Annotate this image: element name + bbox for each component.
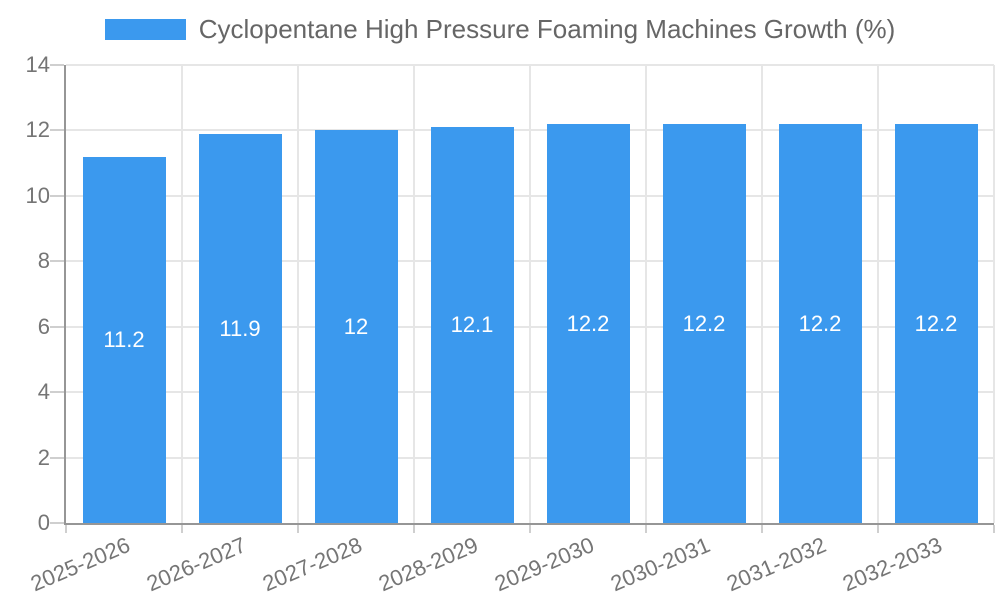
x-tick-mark bbox=[529, 525, 531, 533]
x-tick-label: 2027-2028 bbox=[258, 532, 366, 597]
plot-area: 0 2 4 6 8 10 12 14 11.2 2025-2026 11.9 2026-2027 12 2… bbox=[26, 52, 995, 596]
x-tick-mark bbox=[761, 525, 763, 533]
x-gridline bbox=[297, 65, 299, 523]
x-tick-mark bbox=[413, 525, 415, 533]
y-tick-mark bbox=[50, 325, 64, 328]
y-tick-mark bbox=[50, 391, 64, 394]
bar-value-label: 11.9 bbox=[219, 315, 261, 341]
legend-label: Cyclopentane High Pressure Foaming Machi… bbox=[198, 14, 896, 44]
bar: 11.2 bbox=[82, 157, 166, 523]
legend-swatch bbox=[104, 18, 186, 40]
x-gridline bbox=[645, 65, 647, 523]
y-tick-mark bbox=[50, 456, 64, 459]
x-tick-label: 2028-2029 bbox=[374, 532, 482, 597]
x-gridline bbox=[877, 65, 879, 523]
bar: 12.2 bbox=[662, 124, 746, 523]
x-axis-line bbox=[64, 523, 994, 525]
x-gridline bbox=[761, 65, 763, 523]
y-tick-label: 10 bbox=[25, 182, 50, 208]
x-gridline bbox=[413, 65, 415, 523]
bar-value-label: 12.2 bbox=[798, 310, 842, 336]
x-tick-label: 2025-2026 bbox=[26, 532, 134, 597]
x-tick-mark bbox=[993, 525, 995, 533]
x-gridline bbox=[181, 65, 183, 523]
x-gridline bbox=[529, 65, 531, 523]
bar: 12.2 bbox=[894, 124, 978, 523]
bar: 12.2 bbox=[546, 124, 630, 523]
y-tick-label: 12 bbox=[25, 117, 50, 143]
bar-value-label: 12.2 bbox=[682, 310, 726, 336]
y-tick-label: 4 bbox=[37, 379, 50, 405]
y-tick-mark bbox=[50, 260, 64, 263]
y-tick-label: 6 bbox=[37, 313, 50, 339]
y-tick-mark bbox=[50, 522, 64, 524]
bar-value-label: 12.1 bbox=[450, 312, 494, 337]
x-tick-label: 2026-2027 bbox=[142, 532, 250, 597]
x-tick-mark bbox=[877, 525, 879, 533]
y-tick-label: 2 bbox=[37, 444, 50, 470]
y-tick-mark bbox=[50, 64, 64, 66]
x-tick-mark bbox=[65, 525, 67, 533]
bar: 12.1 bbox=[430, 127, 514, 523]
y-tick-label: 8 bbox=[37, 248, 50, 274]
y-tick-label: 14 bbox=[25, 52, 50, 77]
x-tick-mark bbox=[297, 525, 299, 533]
bar-value-label: 12.2 bbox=[566, 310, 610, 336]
bar-value-label: 12.2 bbox=[914, 310, 958, 336]
bar: 12.2 bbox=[778, 124, 862, 523]
bar: 11.9 bbox=[198, 134, 282, 523]
y-tick-mark bbox=[50, 194, 64, 197]
bar-value-label: 12 bbox=[343, 313, 369, 339]
x-tick-label: 2032-2033 bbox=[838, 532, 946, 597]
bar-value-label: 11.2 bbox=[103, 327, 145, 352]
x-tick-label: 2030-2031 bbox=[606, 532, 714, 597]
legend-item[interactable]: Cyclopentane High Pressure Foaming Machi… bbox=[104, 14, 896, 44]
x-gridline bbox=[993, 65, 995, 523]
legend: Cyclopentane High Pressure Foaming Machi… bbox=[0, 14, 1000, 44]
x-tick-label: 2029-2030 bbox=[490, 532, 598, 597]
y-tick-label: 0 bbox=[37, 510, 50, 535]
x-tick-mark bbox=[645, 525, 647, 533]
x-tick-label: 2031-2032 bbox=[722, 532, 830, 597]
x-tick-mark bbox=[181, 525, 183, 533]
y-axis-line bbox=[64, 65, 66, 525]
bar: 12 bbox=[314, 130, 398, 523]
y-tick-mark bbox=[50, 129, 64, 132]
